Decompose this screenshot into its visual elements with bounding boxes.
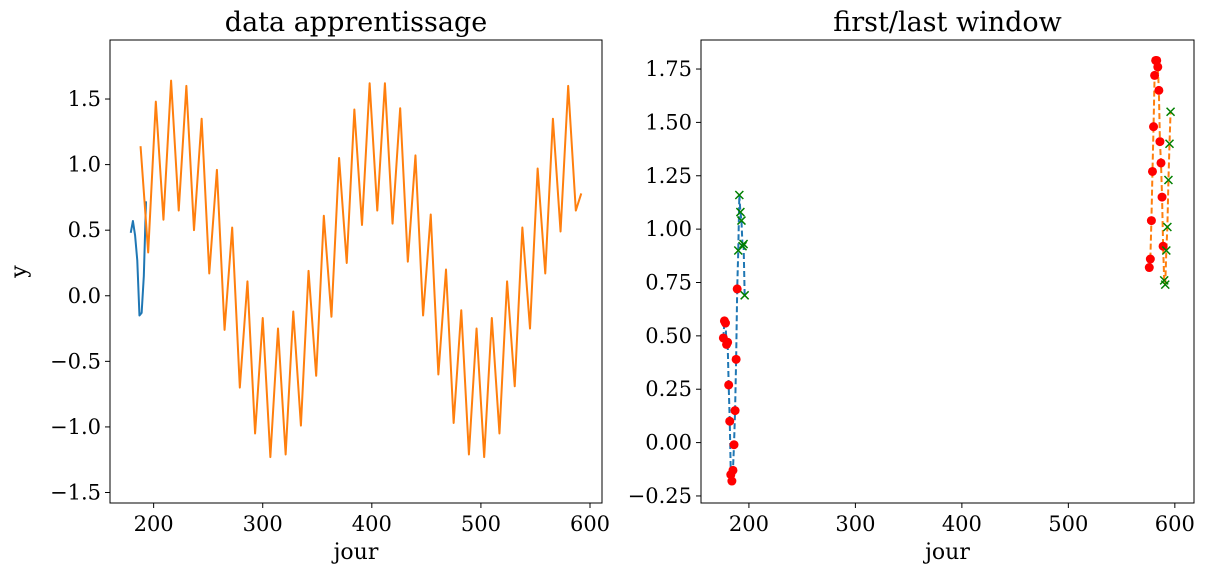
chart-title: first/last window [833,7,1062,38]
x-tick-label: 500 [1048,512,1088,536]
chart-title: data apprentissage [225,7,487,38]
point [1155,137,1165,147]
y-tick-label: 0.00 [645,431,692,455]
y-tick-label: 1.25 [645,164,692,188]
y-axis-label: y [7,265,32,279]
point [1164,139,1175,149]
y-tick-label: −0.25 [628,484,692,508]
x-axis-label: jour [331,540,379,565]
point [737,241,748,251]
subplot: 200 300 400 500 600 −0.25 0.00 0.25 0.50 0.75 1.00… [628,7,1195,565]
plot-area [700,39,1195,504]
point [727,476,737,486]
series-layer [129,79,583,459]
y-tick-label: −1.0 [50,415,101,439]
plot-area [109,39,603,504]
point [1153,62,1163,72]
point [1162,222,1172,232]
y-tick-label: 1.0 [68,153,101,177]
y-tick-label: 1.00 [645,217,692,241]
line [139,79,583,459]
point [739,239,749,249]
y-tick-label: 1.5 [68,87,101,111]
point [1149,122,1159,132]
x-tick-label: 400 [352,512,392,536]
x-tick-label: 400 [942,512,982,536]
y-tick-label: −0.5 [50,349,101,373]
point [1166,107,1176,117]
point [728,465,738,475]
point [723,337,733,347]
line [129,201,147,317]
point [1163,175,1173,185]
point [724,380,734,390]
x-tick-label: 300 [243,512,283,536]
y-tick-label: 0.50 [645,324,692,348]
y-tick-label: 0.5 [68,218,101,242]
point [725,416,735,426]
y-tick-label: −1.5 [50,481,101,505]
point [1156,158,1166,168]
y-tick-label: 1.75 [645,57,692,81]
point [1157,192,1167,202]
point [1147,166,1157,176]
point [1146,216,1156,226]
y-tick-label: 1.50 [645,110,692,134]
y-tick-label: 0.75 [645,270,692,294]
point [1150,70,1160,80]
point [1154,85,1164,95]
point [1144,263,1154,273]
y-tick-label: 0.0 [68,284,101,308]
x-axis-label: jour [922,540,970,565]
point [720,318,730,328]
point [732,284,742,294]
point [1158,241,1168,251]
x-tick-label: 500 [461,512,501,536]
x-tick-label: 600 [1155,512,1195,536]
point [731,354,741,364]
x-tick-label: 200 [729,512,769,536]
point [729,440,739,450]
point [735,207,745,217]
point [1161,245,1171,256]
x-tick-label: 200 [134,512,174,536]
point [736,216,746,226]
point [740,290,750,300]
point [734,190,744,200]
point [1145,254,1155,264]
x-tick-label: 300 [835,512,875,536]
point [730,406,740,416]
x-tick-label: 600 [570,512,610,536]
subplot: 200 300 400 500 600 −1.5 −1.0 −0.5 0.0 0.5 1.0 1.5 d… [7,7,610,565]
series-layer [718,55,1176,486]
point [1160,280,1170,290]
y-tick-label: 0.25 [645,377,692,401]
